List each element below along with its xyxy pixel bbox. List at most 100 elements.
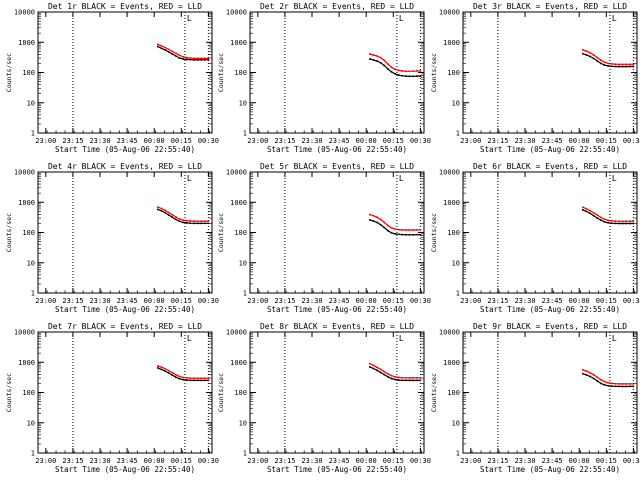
events-point	[607, 221, 609, 224]
events-point	[164, 370, 166, 372]
events-point	[600, 62, 602, 65]
plot-frame	[462, 331, 638, 454]
events-point	[178, 377, 181, 380]
x-axis-label: Start Time (05-Aug-06 22:55:40)	[267, 145, 407, 154]
marker-label: L	[612, 334, 617, 343]
x-tick-label: 23:15	[274, 457, 295, 465]
events-point	[585, 374, 588, 376]
panel-title: Det 9r BLACK = Events, RED = LLD	[473, 322, 627, 331]
x-tick-label: 00:00	[144, 137, 165, 145]
x-tick-label: 23:45	[329, 137, 350, 145]
events-point	[614, 385, 617, 388]
events-point	[178, 57, 181, 59]
events-point	[160, 368, 163, 371]
y-axis-label: Counts/sec	[5, 373, 13, 412]
plot-frame	[249, 331, 425, 454]
lld-point	[607, 219, 609, 222]
y-tick-label: 10000	[14, 9, 35, 17]
lld-point	[383, 221, 386, 224]
lld-point	[589, 371, 591, 374]
events-point	[203, 222, 206, 225]
lld-point	[618, 220, 620, 223]
events-point	[618, 385, 620, 388]
y-tick-label: 100	[447, 229, 460, 237]
x-tick-label: 00:30	[623, 297, 640, 305]
lld-point	[185, 377, 188, 379]
y-tick-label: 1	[243, 450, 247, 458]
lld-point	[592, 211, 595, 214]
x-axis-label: Start Time (05-Aug-06 22:55:40)	[267, 305, 407, 314]
events-point	[207, 58, 210, 61]
x-axis-label: Start Time (05-Aug-06 22:55:40)	[480, 145, 620, 154]
lld-point	[607, 62, 609, 65]
marker-label: L	[612, 14, 617, 23]
events-point	[408, 75, 411, 78]
lld-point	[592, 54, 595, 56]
events-point	[419, 379, 422, 382]
x-tick-label: 23:00	[247, 457, 268, 465]
lld-point	[160, 207, 163, 210]
events-point	[625, 385, 627, 388]
y-tick-label: 10000	[439, 9, 460, 17]
y-tick-label: 100	[22, 389, 35, 397]
y-tick-label: 10000	[14, 329, 35, 337]
lld-series-line	[157, 206, 209, 222]
lld-point	[607, 381, 609, 384]
lld-point	[160, 45, 163, 47]
y-tick-label: 100	[447, 389, 460, 397]
lld-point	[185, 219, 188, 222]
events-point	[207, 379, 210, 382]
y-tick-label: 10	[27, 259, 35, 267]
events-point	[387, 229, 389, 232]
x-tick-label: 00:30	[198, 457, 219, 465]
x-tick-label: 00:15	[596, 457, 617, 465]
lld-point	[600, 216, 602, 219]
y-axis-label: Counts/sec	[217, 213, 225, 252]
x-tick-label: 23:15	[487, 457, 508, 465]
lld-point	[628, 220, 631, 223]
x-tick-label: 23:00	[247, 297, 268, 305]
x-tick-label: 23:45	[329, 457, 350, 465]
lld-point	[394, 228, 396, 230]
lld-point	[621, 383, 624, 385]
plot-frame	[249, 171, 425, 294]
lld-point	[585, 370, 588, 372]
events-point	[157, 45, 159, 48]
lld-point	[618, 63, 620, 66]
lld-point	[610, 382, 613, 385]
lld-point	[178, 218, 181, 220]
lld-point	[387, 224, 389, 227]
lld-point	[621, 63, 624, 66]
events-point	[412, 233, 414, 236]
x-tick-label: 00:00	[356, 137, 377, 145]
lld-point	[182, 219, 184, 222]
y-tick-label: 10	[27, 99, 35, 107]
events-point	[379, 223, 382, 226]
lld-point	[207, 220, 210, 222]
events-point	[397, 379, 400, 381]
x-axis-label: Start Time (05-Aug-06 22:55:40)	[55, 465, 195, 474]
events-point	[164, 49, 166, 51]
events-point	[600, 219, 602, 222]
events-point	[369, 366, 371, 368]
events-point	[618, 65, 620, 68]
events-point	[610, 222, 613, 224]
x-axis-label: Start Time (05-Aug-06 22:55:40)	[55, 305, 195, 314]
x-tick-label: 00:00	[356, 297, 377, 305]
x-tick-label: 00:15	[171, 137, 192, 145]
y-tick-label: 10000	[226, 9, 247, 17]
lld-point	[196, 377, 199, 379]
lld-point	[369, 362, 371, 365]
lld-point	[592, 373, 595, 376]
events-point	[203, 379, 206, 382]
panel-title: Det 3r BLACK = Events, RED = LLD	[473, 2, 627, 11]
lld-point	[589, 51, 591, 54]
y-tick-label: 1	[456, 290, 460, 298]
events-point	[157, 208, 159, 211]
y-tick-label: 10000	[439, 169, 460, 177]
events-point	[603, 221, 606, 223]
events-point	[167, 51, 170, 53]
y-tick-label: 10	[239, 419, 247, 427]
plot-frame	[37, 331, 213, 454]
events-point	[372, 220, 375, 222]
